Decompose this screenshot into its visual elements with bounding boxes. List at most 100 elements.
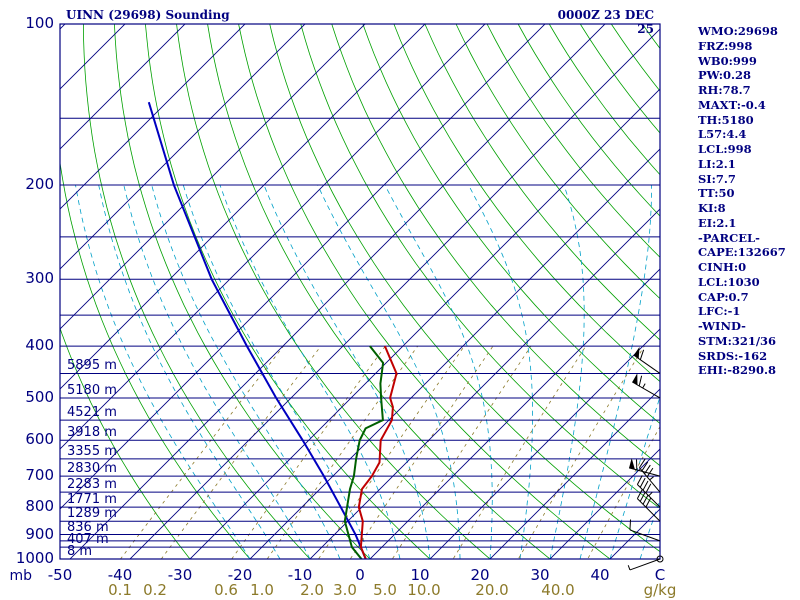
height-label: 4521 m [67,405,117,421]
index-item: LCL:1030 [698,274,760,289]
isotherm [69,24,606,559]
wind-barb-full [645,483,652,494]
index-item: TH:5180 [698,112,754,127]
wind-barb [629,519,661,542]
isotherm [60,24,186,150]
dry-adiabat [238,24,611,559]
temperature-tick-label: 40 [590,566,610,584]
wind-barb-half [642,383,646,389]
index-item: -PARCEL- [698,230,760,245]
height-label: 2283 m [67,477,117,493]
mixing-ratio-line [517,345,645,559]
index-item: SRDS:-162 [698,348,768,363]
moist-adiabat [579,185,652,559]
station-title: UINN (29698) Sounding [66,8,230,22]
isotherm [189,88,660,559]
stability-indices-panel: WMO:29698 FRZ:998 WB0:999 PW:0.28 RH:78.7 MAX… [698,24,786,378]
mixing-ratio-tick-label: 20.0 [475,581,509,599]
dry-adiabat [300,24,660,509]
isotherm [429,328,660,559]
index-item: LCL:998 [698,142,752,156]
dry-adiabat [83,24,311,559]
pressure-tick-label: 400 [25,336,54,355]
wind-barb-staff [637,498,661,522]
plot-area [60,24,660,559]
mixing-ratio-tick-label: g/kg [643,581,677,599]
index-item: SI:7.7 [698,171,736,186]
mixing-ratio-tick-label: 5.0 [373,581,397,599]
mixing-ratio-tick-label: 40.0 [541,581,575,599]
temperature-tick-label: 10 [410,566,430,584]
wind-barb-staff [629,558,661,571]
index-item: LFC:-1 [698,304,741,319]
temperature-trace [357,345,398,559]
index-item: WB0:999 [698,53,757,68]
isotherm [60,24,66,30]
wind-barb-full [638,375,643,387]
wind-barb-full [645,497,652,508]
index-item: L57:4.4 [698,127,747,142]
dry-adiabat [207,24,551,559]
height-label: 1289 m [67,506,117,522]
wind-barb-flag [629,458,635,470]
isotherm [489,388,660,559]
dry-adiabat [455,24,660,300]
wind-barb-full [641,461,649,471]
mixing-ratio-tick-label: 0.1 [108,581,132,599]
dry-adiabat [176,24,491,559]
isotherm [369,268,660,559]
dry-adiabat [424,24,660,341]
height-label: 836 m [67,519,109,535]
wind-barb [636,475,661,508]
wind-barb [628,458,661,477]
height-label: 3918 m [67,425,117,441]
mixing-ratio-line [119,345,284,559]
temperature-tick-label: 30 [530,566,550,584]
dry-adiabat [548,24,660,176]
mixing-ratio-line [318,345,465,559]
sounding-time: 0000Z 23 DEC 25 [557,8,654,36]
index-item: PW:0.28 [698,68,752,83]
wind-barb-flag [633,346,640,359]
dry-adiabat [331,24,660,467]
temperature-tick-label: 0 [355,566,365,584]
mixing-ratio-line [391,345,532,559]
mixing-ratio-tick-label: 3.0 [333,581,357,599]
index-item: CINH:0 [698,260,747,274]
index-item: EI:2.1 [698,215,737,230]
index-item: RH:78.7 [698,83,751,97]
pressure-tick-label: 100 [25,14,54,32]
mixing-ratio-tick-label: 0.2 [143,581,167,599]
dry-adiabat [579,24,660,134]
height-label: 3355 m [67,443,117,459]
wind-barb-full [629,519,632,530]
height-label: 5895 m [67,358,117,374]
wind-barb-full [639,477,646,488]
index-item: FRZ:998 [698,38,753,53]
mixing-ratio-line [231,345,386,559]
mixing-ratio-tick-label: 0.6 [214,581,238,599]
wind-barb-full [639,492,646,502]
wind-barb [633,346,661,374]
isotherm [129,28,660,559]
index-item: MAXT:-0.4 [698,97,766,112]
moist-adiabat [468,184,533,559]
wind-barb-staff [633,354,661,374]
pressure-tick-label: 800 [25,497,54,516]
dry-adiabat [60,159,251,559]
isotherm [549,448,660,559]
mixing-ratio-line [266,345,419,559]
parcel-trace [147,101,367,559]
temperature-tick-label: -30 [167,566,193,584]
index-item: CAP:0.7 [698,289,749,304]
wind-barb-flag [632,373,638,385]
dry-adiabat [60,326,191,559]
temperature-tick-label: 20 [470,566,490,584]
isotherm [60,24,426,390]
temperature-tick-label: -20 [227,566,253,584]
mixing-ratio-tick-label: 1.0 [250,581,274,599]
temperature-tick-label: -50 [47,566,73,584]
isotherm [309,208,660,559]
moist-adiabat [98,185,281,559]
